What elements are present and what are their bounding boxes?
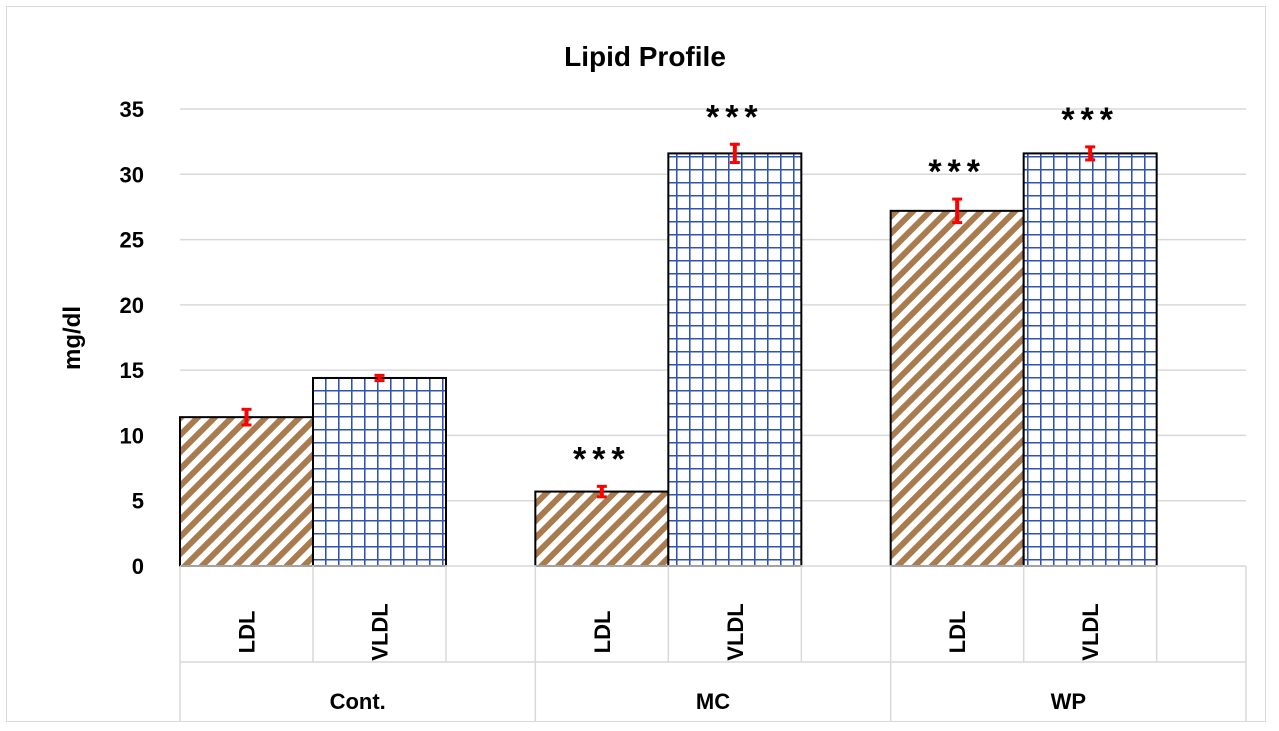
y-axis-label: mg/dl: [59, 306, 86, 370]
error-bar: [374, 373, 385, 383]
y-tick-label: 35: [120, 97, 144, 122]
bar-wp-ldl: [889, 209, 1025, 568]
bar-cont-vldl: [312, 376, 447, 567]
y-tick-labels: 0 5 10 15 20 25 30 35: [120, 97, 144, 579]
significance-label: ***: [1061, 101, 1119, 139]
y-tick-label: 15: [120, 358, 144, 383]
x-group-label: WP: [1051, 689, 1086, 714]
error-bar: [241, 407, 252, 427]
error-bar: [729, 142, 740, 165]
x-group-label: Cont.: [330, 689, 386, 714]
bar-mc-vldl: [667, 152, 803, 567]
x-bar-label: VLDL: [1078, 603, 1103, 660]
bar-cont-ldl: [179, 416, 314, 567]
x-bar-label: LDL: [235, 611, 260, 654]
x-bar-label: LDL: [590, 611, 615, 654]
significance-label: ***: [573, 440, 631, 478]
y-tick-label: 0: [132, 554, 144, 579]
y-tick-label: 10: [120, 423, 144, 448]
error-bar: [1085, 145, 1096, 162]
bars: [179, 152, 1158, 568]
y-tick-label: 25: [120, 228, 144, 253]
error-bars: [241, 142, 1096, 499]
y-tick-label: 5: [132, 489, 144, 514]
x-bar-label: VLDL: [368, 603, 393, 660]
significance-label: ***: [928, 153, 986, 191]
significance-label: ***: [706, 98, 764, 136]
error-bar: [596, 484, 607, 499]
bar-mc-ldl: [534, 490, 670, 567]
x-bar-label: VLDL: [723, 603, 748, 660]
y-tick-label: 30: [120, 162, 144, 187]
significance-marks: *** *** *** ***: [573, 98, 1119, 478]
error-bar: [952, 197, 963, 225]
y-tick-label: 20: [120, 293, 144, 318]
x-bar-label: LDL: [945, 611, 970, 654]
x-group-label: MC: [696, 689, 730, 714]
bar-wp-vldl: [1022, 152, 1158, 567]
chart-title: Lipid Profile: [564, 41, 726, 72]
x-axis-categories: LDL VLDL Cont. LDL VLDL MC LDL VLDL WP: [179, 565, 1247, 722]
